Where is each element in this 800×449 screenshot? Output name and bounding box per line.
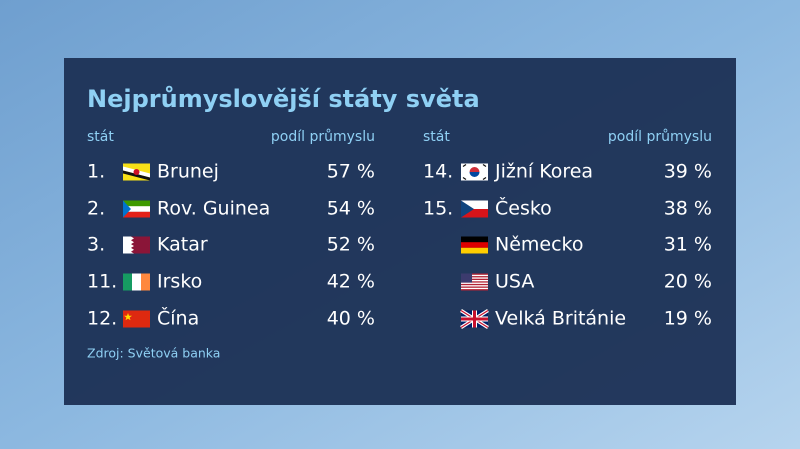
flag	[460, 309, 489, 329]
rank: 2.	[87, 198, 105, 220]
flag-part	[469, 172, 480, 177]
country: USA	[495, 271, 534, 293]
rank: 1.	[87, 161, 105, 183]
flag-part	[469, 167, 480, 172]
country: Brunej	[157, 161, 219, 183]
table-row: 11. Irsko 42 %	[87, 271, 375, 293]
flag-part	[123, 211, 150, 218]
share: 57 %	[327, 161, 375, 183]
rank: 3.	[87, 234, 105, 256]
flag-part	[461, 236, 488, 243]
flag-part	[461, 276, 488, 278]
table-row: Německo 31 %	[461, 234, 712, 256]
flag	[123, 236, 150, 254]
table-row: 1. Brunej 57 %	[87, 161, 375, 183]
flag	[123, 200, 150, 218]
rank: 15.	[423, 198, 453, 220]
country: Katar	[157, 234, 208, 256]
flag-part	[462, 164, 467, 167]
share: 40 %	[327, 308, 375, 330]
column-header: stát	[423, 129, 450, 145]
share: 19 %	[664, 308, 712, 330]
share: 54 %	[327, 198, 375, 220]
flag-part	[461, 317, 488, 321]
country: Česko	[495, 196, 552, 220]
rank: 12.	[87, 308, 117, 330]
rank: 11.	[87, 271, 117, 293]
source: Zdroj: Světová banka	[87, 346, 220, 361]
flag-part	[461, 278, 488, 280]
country: Velká Británie	[495, 308, 626, 330]
table-row: USA 20 %	[461, 271, 712, 293]
flag-part	[461, 273, 472, 283]
flag-part	[461, 209, 488, 218]
country: Rov. Guinea	[157, 198, 270, 220]
country: Jižní Korea	[494, 161, 593, 183]
share: 42 %	[327, 271, 375, 293]
panel	[64, 58, 736, 405]
flag-part	[123, 200, 131, 218]
table-row: 14. Jižní Korea 39 %	[423, 161, 712, 183]
flag	[123, 310, 150, 328]
flag	[123, 163, 150, 181]
flag	[461, 236, 488, 254]
share: 31 %	[664, 234, 712, 256]
table-row: 2. Rov. Guinea 54 %	[87, 198, 375, 220]
share: 52 %	[327, 234, 375, 256]
column-header: podíl průmyslu	[608, 129, 712, 145]
flag-part	[462, 177, 467, 180]
flag-part	[123, 310, 150, 328]
flag-part	[461, 283, 488, 286]
share: 38 %	[664, 198, 712, 220]
table: stát podíl průmyslu 14. Jižní Korea 39 % 15. Č…	[423, 129, 712, 330]
flag-part	[123, 236, 134, 254]
table-row: Velká Británie 19 %	[460, 308, 712, 330]
share: 39 %	[664, 161, 712, 183]
flag-part	[461, 200, 474, 218]
flag-part	[123, 170, 150, 181]
table-row: 12. Čína 40 %	[87, 306, 375, 330]
column-header: stát	[87, 129, 114, 145]
flag	[461, 273, 488, 291]
flag-part	[482, 164, 487, 167]
table-row: 3. Katar 52 %	[87, 234, 375, 256]
share: 20 %	[664, 271, 712, 293]
flag-part	[461, 273, 488, 275]
flag-part	[461, 281, 488, 283]
country: Čína	[157, 306, 199, 330]
flag-part	[461, 273, 488, 291]
flag-part	[123, 273, 132, 291]
flag-part	[462, 164, 487, 180]
country: Irsko	[157, 271, 202, 293]
flag-part	[133, 169, 140, 175]
flag	[123, 273, 150, 291]
flag	[461, 163, 488, 181]
flag-part	[124, 313, 132, 321]
flag-part	[461, 286, 488, 288]
flag-part	[461, 200, 488, 209]
flag-part	[482, 177, 487, 180]
flag-part	[123, 206, 150, 212]
rank: 14.	[423, 161, 453, 183]
flag-part	[141, 273, 150, 291]
flag-part	[461, 247, 488, 254]
table-row: 15. Česko 38 %	[423, 196, 712, 220]
flag	[461, 200, 488, 218]
column-header: podíl průmyslu	[271, 129, 375, 145]
country: Německo	[495, 234, 584, 256]
title: Nejprůmyslovější státy světa	[87, 85, 480, 113]
tables: stát podíl průmyslu 1. Brunej 57 % 2. Rov. Gui…	[87, 129, 712, 330]
flag-part	[123, 200, 150, 207]
flag-part	[461, 289, 488, 291]
flag-part	[132, 273, 141, 291]
flag-part	[461, 242, 488, 248]
table: stát podíl průmyslu 1. Brunej 57 % 2. Rov. Gui…	[87, 129, 375, 330]
